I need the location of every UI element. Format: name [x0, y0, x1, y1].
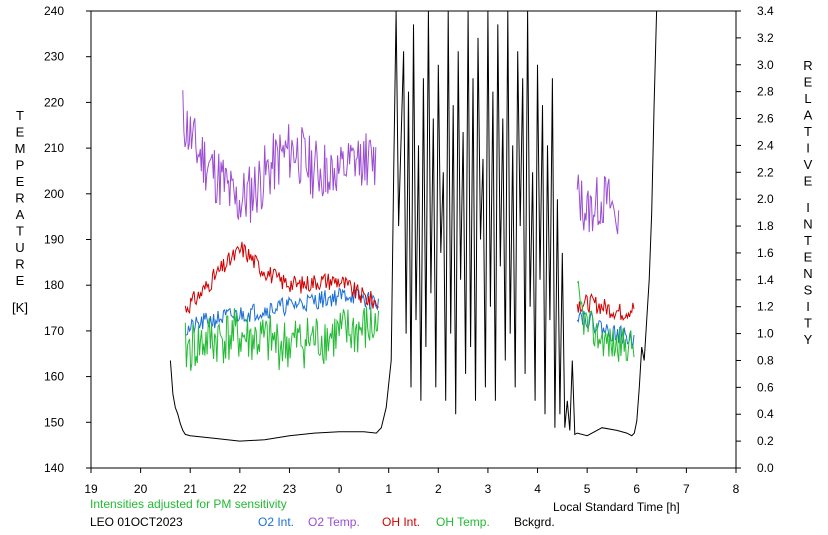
o2-temp-line	[576, 174, 620, 235]
right-axis-label-letter: R	[803, 58, 812, 73]
right-axis-label-letter: N	[803, 266, 812, 281]
legend-o2-temp: O2 Temp.	[308, 515, 360, 529]
left-axis-label-letter: M	[15, 141, 26, 156]
right-axis-label-letter: T	[804, 316, 812, 331]
right-axis-label-letter: E	[804, 174, 813, 189]
x-axis-ticks: 19 20 21 22 23 0 1 2 3 4 5 6 7 8	[84, 468, 740, 496]
x-tick-label: 1	[385, 482, 392, 496]
left-axis-label-letter: E	[16, 125, 25, 140]
right-axis-label-letter: L	[804, 91, 811, 106]
right-axis-label-letter: I	[806, 299, 810, 314]
right-tick-label: 1.2	[757, 300, 774, 314]
left-axis-label-letter: A	[16, 207, 25, 222]
x-tick-label: 0	[336, 482, 343, 496]
right-axis-label-letter: I	[806, 200, 810, 215]
x-tick-label: 21	[184, 482, 198, 496]
right-tick-label: 1.6	[757, 246, 774, 260]
x-tick-label: 3	[485, 482, 492, 496]
right-tick-label: 2.8	[757, 85, 774, 99]
right-axis-label-letter: E	[804, 75, 813, 90]
right-tick-label: 2.0	[757, 192, 774, 206]
oh-temp-line	[576, 280, 635, 362]
right-tick-label: 0.6	[757, 380, 774, 394]
legend-oh-int: OH Int.	[382, 515, 421, 529]
legend-oh-temp: OH Temp.	[436, 515, 490, 529]
right-tick-label: 2.4	[757, 138, 774, 152]
left-tick-label: 180	[44, 278, 64, 292]
oh-temp-line	[184, 306, 379, 371]
x-axis-title: Local Standard Time [h]	[553, 500, 680, 514]
o2-int-line	[185, 287, 379, 336]
x-tick-label: 19	[84, 482, 98, 496]
left-axis-label-letter: U	[15, 240, 24, 255]
right-tick-label: 2.2	[757, 165, 774, 179]
right-axis-label-letter: E	[804, 250, 813, 265]
x-tick-label: 2	[435, 482, 442, 496]
right-axis-ticks: 3.4 3.2 3.0 2.8 2.6 2.4 2.2 2.0 1.8 1.6 1.4 1.2 1.0 0…	[736, 4, 774, 475]
background-line	[169, 10, 658, 442]
right-axis-label-letter: T	[804, 124, 812, 139]
o2-temp-line	[182, 90, 327, 223]
left-axis-label-letter: R	[15, 257, 24, 272]
x-tick-label: 23	[283, 482, 297, 496]
station-label: LEO 01OCT2023	[90, 515, 183, 529]
left-tick-label: 230	[44, 50, 64, 64]
left-axis-label-letter: T	[16, 108, 24, 123]
left-axis-label-letter: R	[15, 191, 24, 206]
left-axis-ticks: 240 230 220 210 200 190 180 170 160 150 140	[44, 4, 91, 475]
left-tick-label: 210	[44, 141, 64, 155]
x-tick-label: 5	[584, 482, 591, 496]
x-tick-label: 20	[134, 482, 148, 496]
oh-int-line	[576, 293, 635, 321]
right-axis-label-letter: N	[803, 217, 812, 232]
x-tick-label: 7	[683, 482, 690, 496]
right-tick-label: 0.4	[757, 407, 774, 421]
right-tick-label: 2.6	[757, 112, 774, 126]
right-axis-label-letter: T	[804, 233, 812, 248]
right-axis-label-letter: I	[806, 141, 810, 156]
right-axis-label-letter: S	[804, 283, 813, 298]
left-tick-label: 160	[44, 370, 64, 384]
left-tick-label: 190	[44, 233, 64, 247]
plot-area	[169, 10, 658, 442]
right-tick-label: 1.8	[757, 219, 774, 233]
left-axis-label-letter: E	[16, 273, 25, 288]
left-axis-unit: [K]	[12, 300, 28, 315]
right-axis-label-letter: V	[804, 157, 813, 172]
left-tick-label: 150	[44, 415, 64, 429]
right-tick-label: 0.0	[757, 461, 774, 475]
right-tick-label: 1.0	[757, 327, 774, 341]
legend-bckgrd: Bckgrd.	[514, 515, 555, 529]
x-tick-label: 22	[233, 482, 247, 496]
left-axis-label-letter: P	[16, 158, 25, 173]
right-axis-label-letter: Y	[804, 332, 813, 347]
left-axis-label-letter: T	[16, 224, 24, 239]
x-tick-label: 6	[633, 482, 640, 496]
o2-temp-line	[326, 133, 377, 194]
right-tick-label: 1.4	[757, 273, 774, 287]
right-tick-label: 0.8	[757, 353, 774, 367]
right-axis-label-letter: A	[804, 108, 813, 123]
left-tick-label: 140	[44, 461, 64, 475]
left-tick-label: 240	[44, 4, 64, 18]
right-tick-label: 3.0	[757, 58, 774, 72]
left-tick-label: 200	[44, 187, 64, 201]
right-tick-label: 3.2	[757, 31, 774, 45]
left-axis-label-letter: E	[16, 174, 25, 189]
left-tick-label: 170	[44, 324, 64, 338]
oh-int-line	[184, 241, 379, 314]
left-tick-label: 220	[44, 95, 64, 109]
legend-o2-int: O2 Int.	[258, 515, 295, 529]
sensitivity-note: Intensities adjusted for PM sensitivity	[90, 497, 287, 511]
right-tick-label: 3.4	[757, 4, 774, 18]
x-tick-label: 8	[733, 482, 740, 496]
right-tick-label: 0.2	[757, 434, 774, 448]
x-tick-label: 4	[534, 482, 541, 496]
